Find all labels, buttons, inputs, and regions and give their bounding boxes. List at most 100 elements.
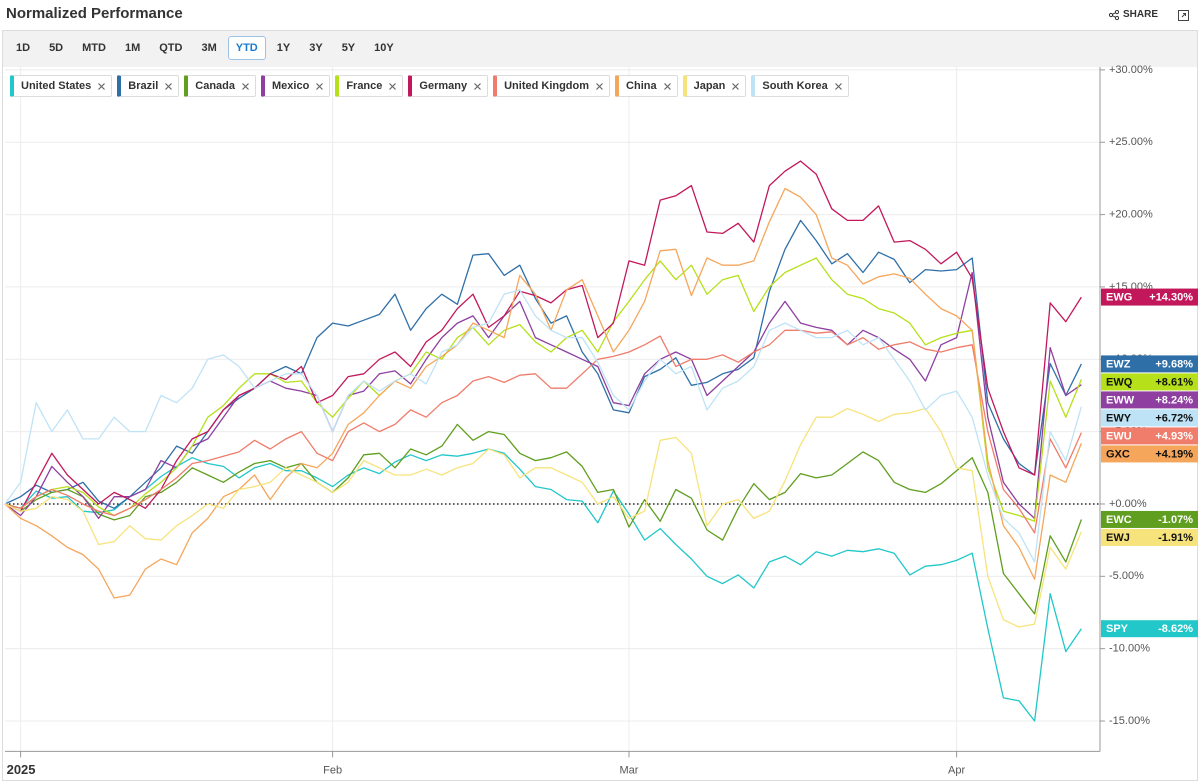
series-line — [4, 423, 1083, 615]
legend-item[interactable]: South Korea — [751, 75, 849, 97]
badge-value: +8.24% — [1155, 394, 1193, 406]
share-icon — [1109, 9, 1119, 20]
y-tick-label: +0.00% — [1109, 498, 1147, 510]
remove-icon[interactable] — [474, 82, 482, 90]
range-button[interactable]: YTD — [227, 36, 266, 60]
legend-item[interactable]: France — [335, 75, 404, 97]
end-badge — [1101, 445, 1198, 463]
legend-label: Brazil — [128, 80, 159, 92]
remove-glyph — [596, 82, 603, 90]
legend-label: South Korea — [762, 80, 828, 92]
series-line — [4, 160, 1082, 512]
badge-value: +4.93% — [1155, 430, 1193, 442]
y-tick-label: -5.00% — [1109, 570, 1144, 582]
end-badge — [1101, 620, 1198, 638]
page-title: Normalized Performance — [6, 5, 183, 22]
series-line — [4, 448, 1082, 722]
badge-value: -1.07% — [1158, 514, 1193, 526]
remove-icon[interactable] — [389, 82, 397, 90]
legend-item[interactable]: Germany — [408, 75, 489, 97]
expand-icon[interactable] — [1178, 10, 1189, 21]
badge-ticker: EWC — [1106, 514, 1132, 526]
series-line — [4, 271, 1082, 520]
remove-glyph — [474, 82, 482, 90]
legend-item[interactable]: Japan — [682, 75, 747, 97]
remove-icon[interactable] — [316, 82, 324, 90]
badge-value: +6.72% — [1155, 412, 1193, 424]
remove-glyph — [389, 82, 397, 90]
badge-value: +14.30% — [1149, 291, 1193, 303]
range-button[interactable]: 1M — [124, 42, 141, 54]
range-button[interactable]: MTD — [82, 42, 106, 54]
remove-icon[interactable] — [596, 82, 603, 90]
remove-glyph — [732, 82, 740, 90]
badge-ticker: GXC — [1106, 448, 1130, 460]
remove-icon[interactable] — [663, 82, 671, 90]
badge-value: +4.19% — [1155, 448, 1193, 460]
badge-value: +9.68% — [1155, 358, 1193, 370]
range-button[interactable]: 1D — [16, 42, 31, 54]
y-tick-label: -15.00% — [1109, 715, 1150, 727]
end-badge — [1101, 391, 1198, 409]
badge-ticker: EWQ — [1106, 376, 1133, 388]
legend-label: United States — [21, 80, 92, 92]
legend-label: China — [626, 80, 657, 92]
remove-glyph — [242, 82, 249, 90]
remove-icon[interactable] — [242, 82, 249, 90]
remove-icon[interactable] — [732, 82, 740, 90]
remove-glyph — [834, 82, 842, 90]
y-tick-label: +25.00% — [1109, 136, 1153, 148]
x-tick-label: 2025 — [7, 762, 36, 777]
legend-label: France — [346, 80, 383, 92]
x-tick-label: Mar — [620, 764, 639, 776]
range-button[interactable]: 5D — [49, 42, 64, 54]
share-label: SHARE — [1123, 9, 1159, 20]
badge-ticker: EWJ — [1106, 532, 1130, 544]
badge-ticker: EWZ — [1106, 358, 1131, 370]
badge-ticker: EWY — [1106, 412, 1132, 424]
end-badge — [1101, 528, 1198, 546]
legend-item[interactable]: Brazil — [117, 75, 180, 97]
range-button[interactable]: 1Y — [276, 42, 291, 54]
series-line — [4, 187, 1083, 599]
badge-ticker: EWW — [1106, 394, 1135, 406]
end-badge — [1101, 510, 1198, 528]
y-tick-label: +20.00% — [1109, 208, 1153, 220]
remove-glyph — [98, 82, 106, 90]
end-badge — [1101, 409, 1198, 427]
series-line — [4, 289, 1083, 563]
legend-item[interactable]: United Kingdom — [493, 75, 611, 97]
remove-icon[interactable] — [834, 82, 842, 90]
legend-item[interactable]: China — [615, 75, 678, 97]
x-tick-label: Feb — [323, 764, 342, 776]
series-line — [4, 329, 1082, 534]
series-line — [4, 219, 1082, 509]
share-button[interactable]: SHARE — [1109, 9, 1158, 20]
range-button[interactable]: QTD — [159, 42, 183, 54]
remove-icon[interactable] — [165, 82, 173, 90]
badge-ticker: SPY — [1106, 623, 1129, 635]
y-tick-label: +30.00% — [1109, 64, 1153, 76]
legend-item[interactable]: Canada — [184, 75, 257, 97]
series-line — [4, 257, 1083, 522]
legend-label: Mexico — [272, 80, 310, 92]
end-badge — [1101, 288, 1198, 306]
series-line — [4, 407, 1083, 628]
range-button[interactable]: 3M — [201, 42, 217, 54]
remove-icon[interactable] — [98, 82, 106, 90]
chart-frame — [2, 30, 1198, 781]
remove-glyph — [663, 82, 671, 90]
badge-ticker: EWG — [1106, 291, 1132, 303]
remove-glyph — [316, 82, 324, 90]
legend-item[interactable]: Mexico — [261, 75, 331, 97]
range-button[interactable]: 10Y — [374, 42, 394, 54]
legend-label: United Kingdom — [504, 80, 590, 92]
range-button[interactable]: 5Y — [341, 42, 356, 54]
range-button[interactable]: 3Y — [309, 42, 323, 54]
end-badge — [1101, 355, 1198, 373]
end-badge — [1101, 373, 1198, 391]
legend-item[interactable]: United States — [10, 75, 113, 97]
end-badge — [1101, 427, 1198, 445]
y-tick-label: -10.00% — [1109, 643, 1150, 655]
